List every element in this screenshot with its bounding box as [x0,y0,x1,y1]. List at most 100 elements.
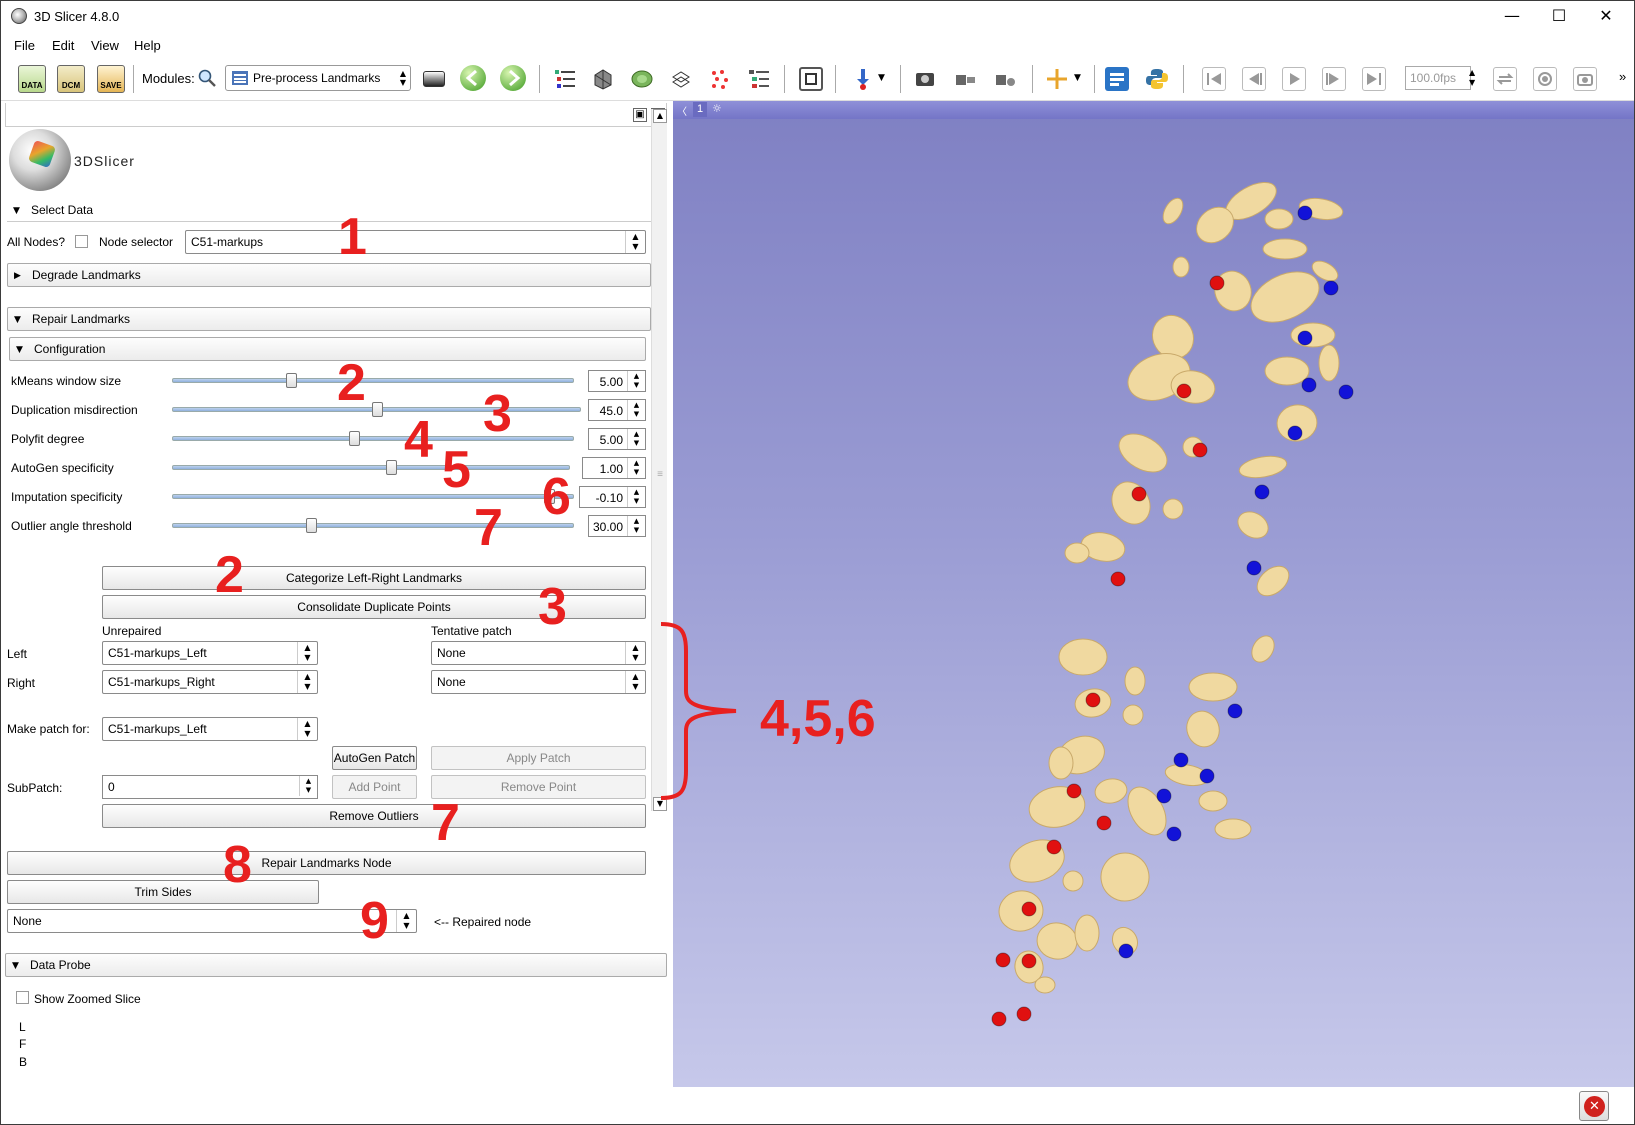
remove-outliers-button[interactable]: Remove Outliers [102,804,646,828]
layout-icon[interactable] [799,67,823,91]
menu-edit[interactable]: Edit [52,38,75,53]
left-landmark-point[interactable] [991,1011,1007,1027]
scroll-grip-icon[interactable]: ≡ [657,469,663,480]
data-probe-header[interactable]: ▼ Data Probe [5,953,667,977]
back-arrow-icon[interactable] [460,65,486,91]
left-landmark-point[interactable] [1066,783,1082,799]
left-landmark-point[interactable] [1046,839,1062,855]
markups-module-icon[interactable] [708,67,732,91]
data-module-icon[interactable] [553,67,577,91]
scene-restore-icon[interactable] [993,67,1017,91]
param-spinbox[interactable]: 1.00 ▲ ▼ [582,457,646,479]
slider-handle[interactable] [286,373,297,388]
right-landmark-point[interactable] [1287,425,1303,441]
transforms-module-icon[interactable] [669,67,693,91]
subject-hierarchy-icon[interactable] [747,67,771,91]
left-landmark-point[interactable] [1016,1006,1032,1022]
mouse-mode-icon[interactable] [851,67,875,91]
scene-view-icon[interactable] [953,67,977,91]
menu-view[interactable]: View [91,38,119,53]
param-slider[interactable] [172,402,581,417]
right-landmark-point[interactable] [1301,377,1317,393]
models-module-icon[interactable] [630,67,654,91]
apply-patch-button[interactable]: Apply Patch [431,746,646,770]
scroll-down-icon[interactable]: ▼ [653,797,667,811]
right-landmark-point[interactable] [1118,943,1134,959]
save-data-icon[interactable]: SAVE [97,65,125,93]
node-selector-combo[interactable]: C51-markups ▲ ▼ [185,230,646,254]
categorize-left-right-button[interactable]: Categorize Left-Right Landmarks [102,566,646,590]
left-unrepaired-combo[interactable]: C51-markups_Left ▲ ▼ [102,641,318,665]
param-slider[interactable] [172,518,574,533]
toolbar-overflow-icon[interactable]: » [1619,69,1627,84]
module-search-icon[interactable] [197,68,217,88]
record-icon[interactable] [1533,67,1557,91]
right-landmark-point[interactable] [1156,788,1172,804]
close-button[interactable]: ✕ [1599,6,1613,25]
right-landmark-point[interactable] [1173,752,1189,768]
trim-sides-button[interactable]: Trim Sides [7,880,319,904]
menu-file[interactable]: File [14,38,35,53]
param-spinbox[interactable]: 5.00 ▲ ▼ [588,428,646,450]
consolidate-duplicates-button[interactable]: Consolidate Duplicate Points [102,595,646,619]
previous-frame-icon[interactable] [1242,67,1266,91]
mouse-mode-dropdown-icon[interactable]: ▼ [878,73,885,83]
left-tentative-combo[interactable]: None ▲ ▼ [431,641,646,665]
fps-spin-icon[interactable]: ▲ ▼ [1469,68,1476,87]
repaired-node-combo[interactable]: None ▲ ▼ [7,909,417,933]
maximize-button[interactable]: ☐ [1551,6,1567,25]
snapshot-icon[interactable] [1573,67,1597,91]
float-panel-icon[interactable]: ▣ [633,108,647,122]
right-landmark-point[interactable] [1297,330,1313,346]
left-landmark-point[interactable] [1021,901,1037,917]
slider-handle[interactable] [306,518,317,533]
panel-scrollbar[interactable]: ▲ ≡ ▼ [651,109,667,811]
left-landmark-point[interactable] [1021,953,1037,969]
left-landmark-point[interactable] [995,952,1011,968]
pin-icon[interactable]: 〈 [677,107,687,118]
param-spinbox[interactable]: 45.0 ▲ ▼ [588,399,646,421]
right-unrepaired-combo[interactable]: C51-markups_Right ▲ ▼ [102,670,318,694]
next-frame-icon[interactable] [1322,67,1346,91]
right-landmark-point[interactable] [1199,768,1215,784]
show-zoomed-slice-checkbox[interactable] [16,991,29,1004]
menu-help[interactable]: Help [134,38,161,53]
right-landmark-point[interactable] [1246,560,1262,576]
right-landmark-point[interactable] [1323,280,1339,296]
repair-landmarks-header[interactable]: ▼ Repair Landmarks [7,307,651,331]
all-nodes-checkbox[interactable] [75,235,88,248]
screenshot-icon[interactable] [913,67,937,91]
forward-arrow-icon[interactable] [500,65,526,91]
right-tentative-combo[interactable]: None ▲ ▼ [431,670,646,694]
volumes-module-icon[interactable] [591,67,615,91]
slider-handle[interactable] [386,460,397,475]
fps-field[interactable]: 100.0fps [1405,66,1471,90]
minimize-button[interactable]: — [1504,6,1520,25]
param-spinbox[interactable]: 5.00 ▲ ▼ [588,370,646,392]
subpatch-spinbox[interactable]: 0 ▲ ▼ [102,775,318,799]
param-slider[interactable] [172,431,574,446]
right-landmark-point[interactable] [1254,484,1270,500]
view-settings-icon[interactable]: ☼ [712,102,722,115]
play-icon[interactable] [1282,67,1306,91]
module-selector[interactable]: Pre-process Landmarks ▲ ▼ [225,65,411,91]
degrade-landmarks-header[interactable]: ▶ Degrade Landmarks [7,263,651,287]
load-data-icon[interactable]: DATA [18,65,46,93]
python-console-icon[interactable] [1145,67,1169,91]
left-landmark-point[interactable] [1131,486,1147,502]
left-landmark-point[interactable] [1085,692,1101,708]
param-spinbox[interactable]: 30.00 ▲ ▼ [588,515,646,537]
remove-point-button[interactable]: Remove Point [431,775,646,799]
crosshair-icon[interactable] [1045,67,1069,91]
extension-manager-icon[interactable] [1105,67,1129,91]
left-landmark-point[interactable] [1110,571,1126,587]
last-frame-icon[interactable] [1362,67,1386,91]
slider-handle[interactable] [544,489,555,504]
select-data-header[interactable]: ▼ Select Data [7,199,651,223]
left-landmark-point[interactable] [1096,815,1112,831]
error-log-button[interactable]: ✕ [1579,1091,1609,1121]
param-slider[interactable] [172,373,574,388]
left-landmark-point[interactable] [1209,275,1225,291]
make-patch-combo[interactable]: C51-markups_Left ▲ ▼ [102,717,318,741]
right-landmark-point[interactable] [1227,703,1243,719]
